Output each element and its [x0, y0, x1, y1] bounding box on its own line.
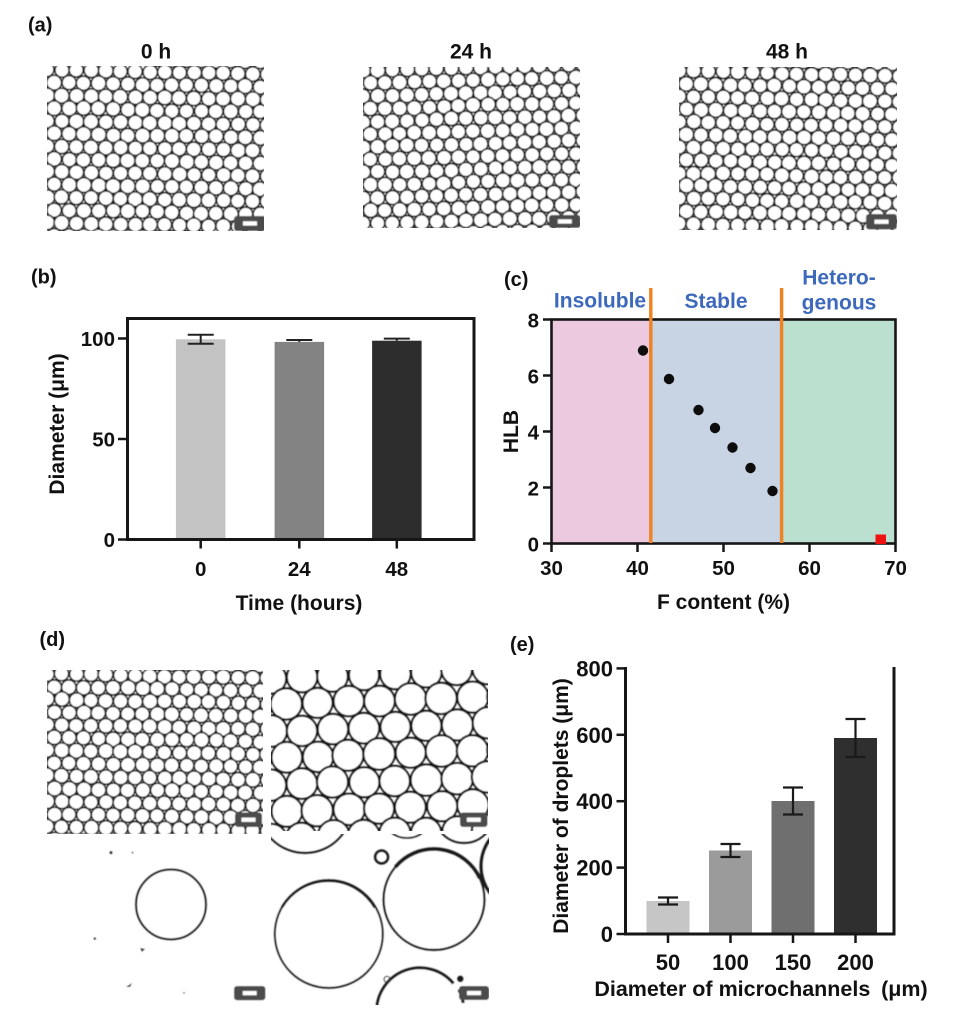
- svg-text:Diameter of microchannels (μm): Diameter of microchannels (μm): [594, 977, 927, 1001]
- svg-text:150: 150: [775, 950, 812, 975]
- svg-text:50: 50: [712, 557, 735, 580]
- svg-text:24 h: 24 h: [450, 41, 492, 64]
- svg-text:Time (hours): Time (hours): [236, 592, 363, 615]
- svg-text:0 h: 0 h: [141, 41, 171, 64]
- svg-text:4: 4: [528, 422, 540, 445]
- svg-text:0: 0: [195, 558, 206, 581]
- svg-text:(a): (a): [28, 15, 52, 37]
- svg-text:400: 400: [576, 789, 613, 814]
- svg-text:60: 60: [798, 557, 821, 580]
- svg-text:200: 200: [576, 856, 613, 881]
- svg-text:0: 0: [601, 922, 613, 947]
- svg-text:0: 0: [104, 529, 115, 552]
- svg-text:(d): (d): [40, 629, 66, 651]
- svg-text:6: 6: [528, 366, 539, 389]
- svg-text:(c): (c): [504, 269, 528, 291]
- svg-text:100: 100: [712, 950, 749, 975]
- svg-text:(b): (b): [31, 267, 57, 289]
- svg-text:600: 600: [576, 723, 613, 748]
- svg-text:HLB: HLB: [500, 410, 523, 453]
- svg-text:F content (%): F content (%): [657, 591, 790, 614]
- svg-text:(e): (e): [510, 634, 534, 656]
- svg-text:30: 30: [540, 557, 563, 580]
- svg-text:40: 40: [626, 557, 649, 580]
- svg-text:50: 50: [656, 950, 680, 975]
- svg-text:48 h: 48 h: [766, 41, 808, 64]
- svg-text:8: 8: [528, 310, 539, 333]
- svg-text:70: 70: [884, 557, 907, 580]
- svg-text:Stable: Stable: [684, 290, 747, 313]
- svg-text:0: 0: [528, 534, 539, 557]
- svg-text:Diameter of droplets (μm): Diameter of droplets (μm): [550, 678, 573, 934]
- svg-text:24: 24: [288, 558, 311, 581]
- svg-text:50: 50: [92, 429, 115, 452]
- svg-text:200: 200: [837, 950, 874, 975]
- svg-text:48: 48: [385, 558, 408, 581]
- svg-text:2: 2: [528, 478, 539, 501]
- svg-text:genous: genous: [802, 292, 877, 315]
- svg-text:Insoluble: Insoluble: [554, 290, 646, 313]
- svg-text:800: 800: [576, 656, 613, 681]
- svg-text:100: 100: [81, 328, 115, 351]
- svg-text:Diameter (μm): Diameter (μm): [46, 353, 69, 494]
- svg-text:Hetero-: Hetero-: [802, 267, 876, 290]
